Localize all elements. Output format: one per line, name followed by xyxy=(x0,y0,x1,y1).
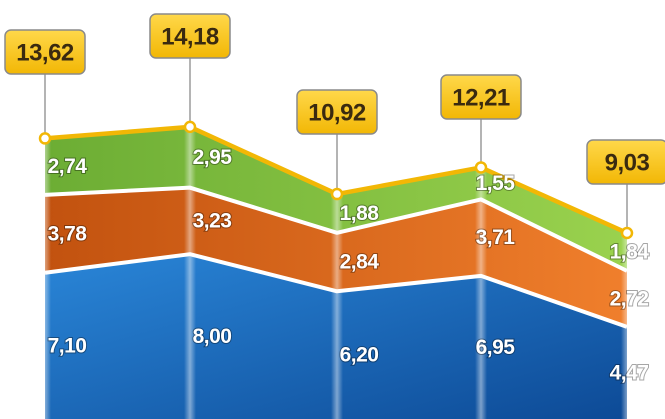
column-highlight xyxy=(475,167,487,419)
total-callout: 12,21 xyxy=(440,74,522,174)
layer-separator xyxy=(44,252,628,329)
segment-value-label: 4,47 xyxy=(610,361,649,384)
callout-box xyxy=(149,13,231,59)
callout-box xyxy=(440,74,522,120)
segment-value-label: 6,20 xyxy=(340,344,379,367)
segment-value-label: 2,72 xyxy=(610,287,649,310)
total-point-marker xyxy=(183,120,197,134)
callout-box xyxy=(586,139,665,185)
segment-value-label: 8,00 xyxy=(193,325,232,348)
segment-value-label: 2,84 xyxy=(340,251,380,274)
layer-separator xyxy=(44,185,628,273)
segment-labels: 7,10 8,00 6,20 6,95 4,47 3,78 3,23 2,84 3,71 2,72… xyxy=(47,145,651,386)
segment-value-label: 1,84 xyxy=(610,240,650,263)
total-value-label: 12,21 xyxy=(452,85,510,112)
callout-box xyxy=(4,29,86,75)
total-callout: 10,92 xyxy=(296,89,378,201)
total-point-marker xyxy=(330,187,344,201)
total-callout: 14,18 xyxy=(149,13,231,134)
segment-value-label: 3,71 xyxy=(476,226,516,249)
total-point-marker xyxy=(620,226,634,240)
segment-value-label: 2,95 xyxy=(193,146,233,169)
total-point-marker xyxy=(474,161,488,174)
total-value-label: 9,03 xyxy=(605,150,650,177)
segment-value-label: 2,74 xyxy=(48,155,88,178)
segment-value-label: 7,10 xyxy=(48,334,87,357)
segment-value-label: 6,95 xyxy=(476,336,516,359)
segment-value-label: 3,23 xyxy=(193,209,232,232)
column-highlight xyxy=(39,138,51,419)
total-callout: 9,03 xyxy=(586,139,665,240)
total-value-label: 14,18 xyxy=(161,24,219,51)
segment-value-label: 1,88 xyxy=(340,202,380,225)
callout-box xyxy=(296,89,378,135)
total-value-label: 10,92 xyxy=(308,100,366,127)
total-callout: 13,62 xyxy=(4,29,86,145)
column-highlight xyxy=(331,194,343,419)
total-point-marker xyxy=(38,132,52,145)
total-value-label: 13,62 xyxy=(16,40,74,67)
segment-value-label: 3,78 xyxy=(48,222,88,245)
total-callouts: 13,62 14,18 10,92 12,21 9,03 xyxy=(4,13,665,240)
segment-value-label: 1,55 xyxy=(476,172,516,195)
column-highlight xyxy=(184,126,196,419)
